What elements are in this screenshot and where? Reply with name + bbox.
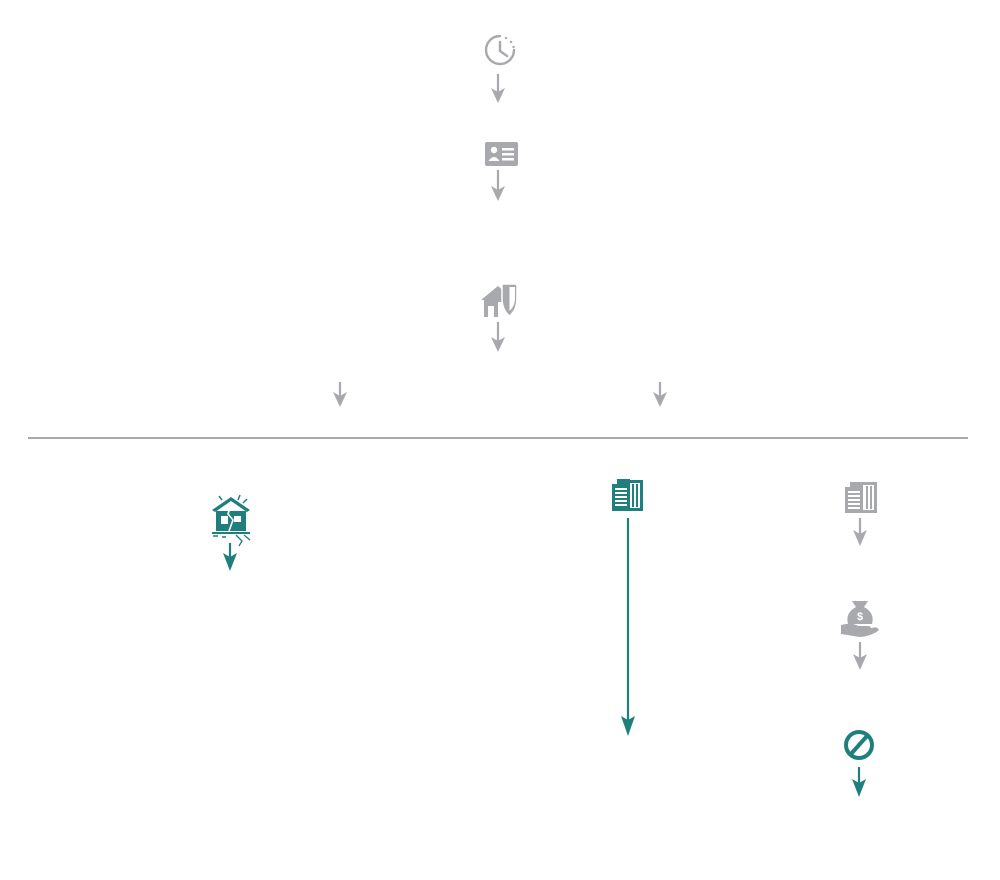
right-branch-arrow — [653, 382, 667, 407]
house-shield-icon — [481, 284, 517, 317]
prohibited-arrow — [852, 767, 866, 797]
document-teal-arrow — [621, 518, 635, 736]
prohibited-icon — [846, 732, 872, 758]
money-bag-arrow — [853, 642, 867, 670]
damaged-house-arrow — [223, 543, 237, 571]
money-bag-hand-icon: $ — [841, 601, 879, 637]
document-icon-gray — [845, 482, 877, 513]
document-gray-arrow — [853, 518, 867, 546]
id-card-arrow — [491, 170, 505, 201]
document-icon-teal — [612, 479, 643, 511]
damaged-house-icon — [212, 495, 250, 546]
clock-arrow — [491, 74, 505, 103]
left-branch-arrow — [333, 382, 347, 407]
dollar-sign: $ — [857, 611, 863, 623]
id-card-icon — [485, 142, 518, 166]
house-shield-arrow — [491, 322, 505, 352]
clock-icon — [486, 36, 515, 64]
